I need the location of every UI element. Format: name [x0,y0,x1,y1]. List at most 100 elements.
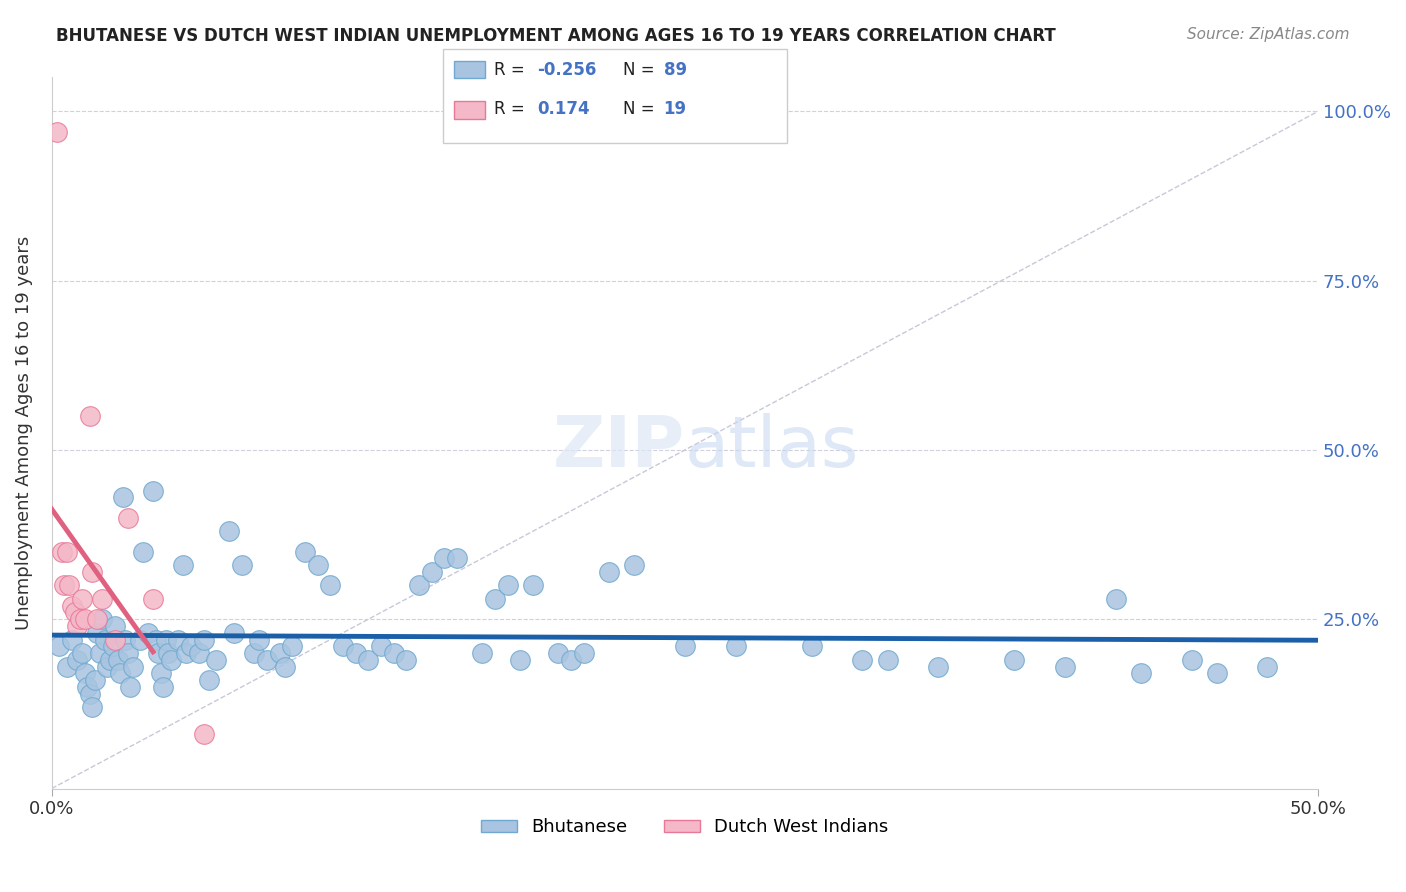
Point [82,700,104,714]
Point [471,646,494,660]
Point [101,640,124,654]
Point [197,673,219,688]
Point [60,632,83,647]
Point [107,653,129,667]
Point [145,632,167,647]
Point [382,646,405,660]
Point [120,680,142,694]
Point [193,727,215,741]
Point [224,625,246,640]
Point [86,625,108,640]
Point [56,659,79,673]
Text: R =: R = [494,100,530,118]
Point [159,653,181,667]
Point [157,646,180,660]
Point [155,632,177,647]
Point [111,491,134,505]
Point [357,653,380,667]
Point [420,565,443,579]
Point [205,653,228,667]
Point [82,565,104,579]
Point [332,640,354,654]
Point [70,591,93,606]
Point [98,653,121,667]
Point [48,640,70,654]
Text: atlas: atlas [685,413,859,482]
Point [149,666,172,681]
Point [522,578,544,592]
Point [547,646,569,660]
Text: N =: N = [623,100,659,118]
Point [623,558,645,572]
Point [344,646,367,660]
Point [927,659,949,673]
Point [231,558,253,572]
Point [218,524,240,538]
Point [800,640,823,654]
Point [79,409,101,423]
Point [243,646,266,660]
Point [63,606,86,620]
Point [58,578,80,592]
Point [114,632,136,647]
Point [104,632,127,647]
Point [108,666,131,681]
Point [274,659,297,673]
Point [73,612,96,626]
Point [851,653,873,667]
Point [60,599,83,613]
Point [319,578,342,592]
Point [51,544,73,558]
Point [76,680,98,694]
Point [408,578,430,592]
Point [167,632,190,647]
Point [104,619,127,633]
Point [446,551,468,566]
Point [269,646,291,660]
Text: ZIP: ZIP [553,413,685,482]
Point [174,646,197,660]
Point [73,666,96,681]
Point [70,646,93,660]
Point [433,551,456,566]
Point [395,653,418,667]
Point [484,591,506,606]
Text: R =: R = [494,61,530,78]
Point [79,687,101,701]
Point [94,632,117,647]
Point [132,544,155,558]
Point [146,646,169,660]
Point [129,632,152,647]
Point [724,640,747,654]
Point [876,653,898,667]
Text: N =: N = [623,61,659,78]
Point [598,565,620,579]
Point [496,578,519,592]
Point [281,640,304,654]
Point [86,612,108,626]
Point [370,640,392,654]
Point [172,558,194,572]
Y-axis label: Unemployment Among Ages 16 to 19 years: Unemployment Among Ages 16 to 19 years [15,235,32,630]
Point [1129,666,1152,681]
Point [1180,653,1202,667]
Point [66,619,89,633]
Point [56,544,79,558]
Point [193,632,215,647]
Point [1002,653,1025,667]
Point [66,653,89,667]
Point [572,646,595,660]
Point [1104,591,1126,606]
Point [53,578,76,592]
Point [142,591,165,606]
Point [83,673,105,688]
Point [187,646,209,660]
Point [256,653,278,667]
Point [89,646,111,660]
Legend: Bhutanese, Dutch West Indians: Bhutanese, Dutch West Indians [474,811,896,844]
Point [509,653,531,667]
Point [121,659,143,673]
Point [117,510,139,524]
Point [96,659,118,673]
Text: BHUTANESE VS DUTCH WEST INDIAN UNEMPLOYMENT AMONG AGES 16 TO 19 YEARS CORRELATIO: BHUTANESE VS DUTCH WEST INDIAN UNEMPLOYM… [56,27,1056,45]
